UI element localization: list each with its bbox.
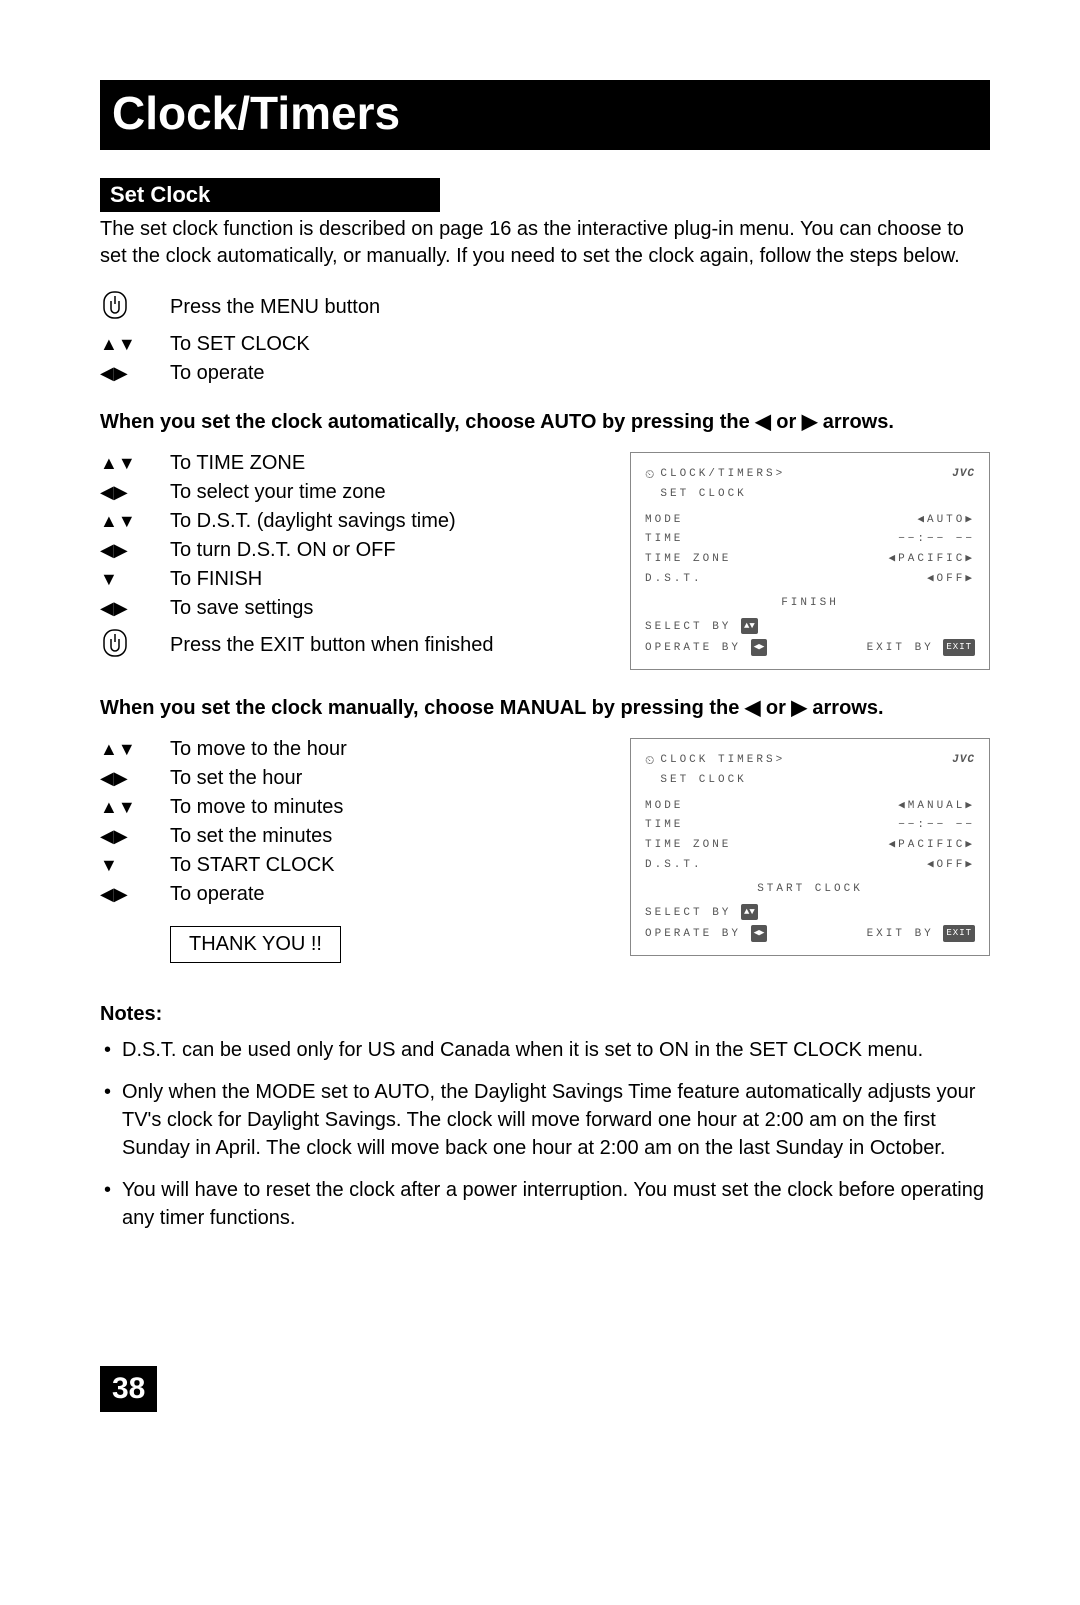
hand-press-icon <box>100 288 130 327</box>
step-row: ▲▼ To SET CLOCK <box>100 333 990 356</box>
section-header: Set Clock <box>100 178 440 212</box>
note-item: Only when the MODE set to AUTO, the Dayl… <box>100 1078 990 1162</box>
step-text: To set the hour <box>170 767 610 790</box>
updown-icon: ▲▼ <box>100 453 136 474</box>
step-text: To TIME ZONE <box>170 452 610 475</box>
leftright-icon: ◀▶ <box>100 482 128 503</box>
leftright-icon: ◀▶ <box>100 826 128 847</box>
step-text: To select your time zone <box>170 481 610 504</box>
step-text: To START CLOCK <box>170 854 610 877</box>
down-icon: ▼ <box>100 855 118 876</box>
osd-auto: ⏲CLOCK/TIMERS>SET CLOCKJVCMODE◀AUTO▶TIME… <box>630 452 990 670</box>
step-text: Press the EXIT button when finished <box>170 634 610 657</box>
leftright-icon: ◀▶ <box>100 598 128 619</box>
clock-icon: ⏲ <box>645 751 654 791</box>
updown-icon: ▲▼ <box>100 511 136 532</box>
manual-steps: ▲▼ To move to the hour ◀▶ To set the hour ▲▼… <box>100 738 610 906</box>
step-row: ▲▼ To D.S.T. (daylight savings time) <box>100 510 610 533</box>
initial-steps: Press the MENU button ▲▼ To SET CLOCK ◀▶ To … <box>100 288 990 385</box>
leftright-icon: ◀▶ <box>100 540 128 561</box>
step-row: ◀▶ To save settings <box>100 597 610 620</box>
osd-manual: ⏲CLOCK TIMERS>SET CLOCKJVCMODE◀MANUAL▶TI… <box>630 738 990 956</box>
step-row: ▲▼ To TIME ZONE <box>100 452 610 475</box>
manual-heading: When you set the clock manually, choose … <box>100 695 990 720</box>
step-row: Press the MENU button <box>100 288 990 327</box>
step-text: To SET CLOCK <box>170 333 990 356</box>
updown-icon: ▲▼ <box>100 797 136 818</box>
page-number: 38 <box>100 1366 157 1412</box>
step-row: Press the EXIT button when finished <box>100 626 610 665</box>
step-row: ◀▶ To operate <box>100 362 990 385</box>
auto-heading: When you set the clock automatically, ch… <box>100 409 990 434</box>
hand-press-icon <box>100 626 130 665</box>
note-item: You will have to reset the clock after a… <box>100 1176 990 1232</box>
step-text: To D.S.T. (daylight savings time) <box>170 510 610 533</box>
step-text: To move to minutes <box>170 796 610 819</box>
step-row: ▼ To FINISH <box>100 568 610 591</box>
step-text: To FINISH <box>170 568 610 591</box>
step-row: ◀▶ To turn D.S.T. ON or OFF <box>100 539 610 562</box>
step-text: Press the MENU button <box>170 296 990 319</box>
intro-text: The set clock function is described on p… <box>100 216 990 270</box>
step-text: To save settings <box>170 597 610 620</box>
note-item: D.S.T. can be used only for US and Canad… <box>100 1036 990 1064</box>
step-text: To turn D.S.T. ON or OFF <box>170 539 610 562</box>
step-row: ▲▼ To move to minutes <box>100 796 610 819</box>
thank-you-box: THANK YOU !! <box>170 926 341 963</box>
clock-icon: ⏲ <box>645 465 654 505</box>
step-row: ▲▼ To move to the hour <box>100 738 610 761</box>
leftright-icon: ◀▶ <box>100 363 128 384</box>
step-row: ▼ To START CLOCK <box>100 854 610 877</box>
step-text: To move to the hour <box>170 738 610 761</box>
updown-icon: ▲▼ <box>100 739 136 760</box>
notes-list: D.S.T. can be used only for US and Canad… <box>100 1036 990 1232</box>
leftright-icon: ◀▶ <box>100 884 128 905</box>
step-row: ◀▶ To set the minutes <box>100 825 610 848</box>
auto-steps: ▲▼ To TIME ZONE ◀▶ To select your time zone… <box>100 452 610 665</box>
page-title: Clock/Timers <box>100 80 990 150</box>
step-text: To operate <box>170 362 990 385</box>
step-row: ◀▶ To select your time zone <box>100 481 610 504</box>
notes-heading: Notes: <box>100 1003 990 1026</box>
step-text: To operate <box>170 883 610 906</box>
leftright-icon: ◀▶ <box>100 768 128 789</box>
updown-icon: ▲▼ <box>100 334 136 355</box>
down-icon: ▼ <box>100 569 118 590</box>
step-row: ◀▶ To set the hour <box>100 767 610 790</box>
step-row: ◀▶ To operate <box>100 883 610 906</box>
brand-logo: JVC <box>952 465 975 485</box>
step-text: To set the minutes <box>170 825 610 848</box>
brand-logo: JVC <box>952 751 975 771</box>
